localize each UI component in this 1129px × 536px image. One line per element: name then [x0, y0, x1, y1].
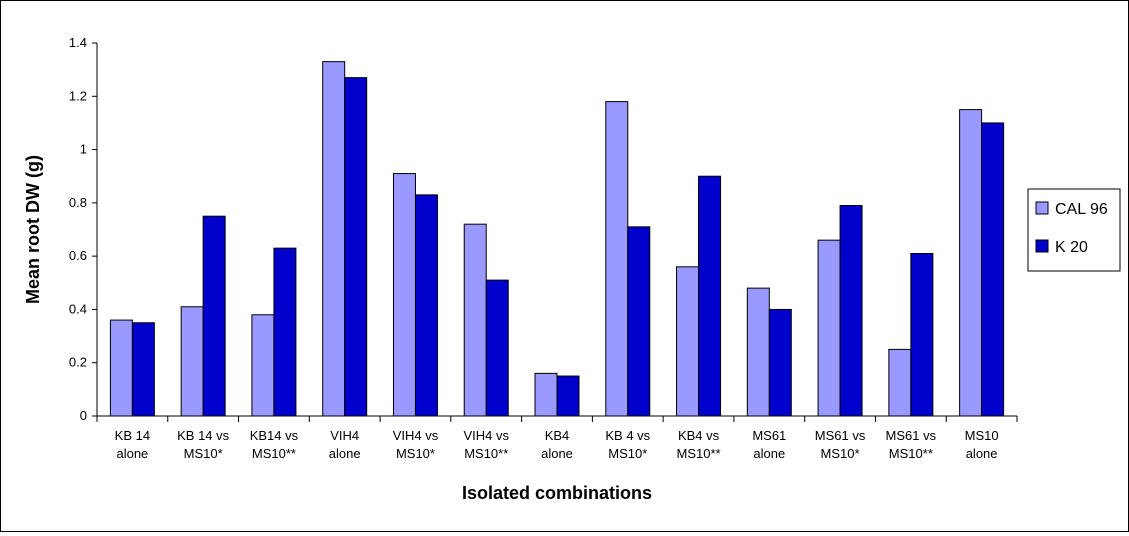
bar-cal-96: [888, 348, 912, 417]
bar-k-20: [698, 175, 722, 417]
x-tick-label: KB14 vs: [250, 428, 299, 443]
x-tick-label: alone: [329, 446, 361, 461]
y-tick-label: 1.2: [69, 88, 87, 103]
x-tick-label: alone: [966, 446, 998, 461]
x-tick-label: alone: [116, 446, 148, 461]
bar-cal-96: [180, 306, 204, 417]
x-tick-label: MS10*: [608, 446, 647, 461]
y-tick-label: 0.8: [69, 195, 87, 210]
y-tick-label: 0.6: [69, 248, 87, 263]
x-tick-label: KB4 vs: [678, 428, 720, 443]
bar-k-20: [344, 77, 368, 417]
x-tick-label: KB 4 vs: [605, 428, 650, 443]
bar-cal-96: [322, 61, 346, 417]
bar-cal-96: [109, 319, 133, 417]
x-tick-label: KB4: [545, 428, 570, 443]
x-tick-label: MS10**: [464, 446, 508, 461]
x-tick-label: KB 14 vs: [177, 428, 230, 443]
y-axis-title: Mean root DW (g): [23, 155, 43, 304]
x-tick-label: KB 14: [115, 428, 150, 443]
legend-label: K 20: [1055, 239, 1088, 256]
x-tick-label: alone: [541, 446, 573, 461]
x-tick-label: VIH4 vs: [463, 428, 509, 443]
y-tick-label: 1.4: [69, 35, 87, 50]
bar-k-20: [627, 226, 651, 417]
x-tick-label: VIH4 vs: [393, 428, 439, 443]
bar-cal-96: [534, 372, 558, 417]
x-tick-label: MS10**: [889, 446, 933, 461]
x-tick-label: MS10*: [396, 446, 435, 461]
bar-k-20: [485, 279, 509, 417]
x-tick-label: alone: [753, 446, 785, 461]
x-tick-label: VIH4: [330, 428, 359, 443]
y-tick-label: 0.2: [69, 355, 87, 370]
bar-k-20: [131, 322, 155, 417]
bar-cal-96: [605, 101, 629, 417]
x-tick-label: MS10*: [184, 446, 223, 461]
bar-k-20: [768, 308, 792, 417]
x-tick-label: MS10**: [252, 446, 296, 461]
bar-k-20: [910, 252, 934, 417]
plot-area: 0 0.2 0.4 0.6 0.8 1 1.2 1.4 KB 14 alone KB 14 vs MS…: [69, 35, 1018, 461]
legend-swatch-cal-96: [1035, 201, 1049, 215]
legend-label: CAL 96: [1055, 201, 1108, 218]
bar-cal-96: [676, 266, 700, 417]
bar-k-20: [839, 205, 863, 417]
bar-k-20: [273, 247, 297, 417]
x-axis-title: Isolated combinations: [462, 483, 652, 503]
x-tick-label: MS61: [752, 428, 786, 443]
x-tick-label: MS10**: [676, 446, 720, 461]
x-tick-label: MS10: [965, 428, 999, 443]
x-tick-label: MS10*: [821, 446, 860, 461]
bar-cal-96: [959, 109, 983, 417]
bar-cal-96: [817, 239, 841, 417]
bar-cal-96: [746, 287, 770, 417]
bar-k-20: [556, 375, 580, 417]
bar-k-20: [202, 215, 226, 417]
bar-k-20: [414, 194, 438, 417]
x-tick-label: MS61 vs: [886, 428, 937, 443]
bar-cal-96: [392, 173, 416, 417]
legend-swatch-k-20: [1035, 239, 1049, 253]
y-tick-label: 1: [80, 142, 87, 157]
bar-k-20: [981, 122, 1005, 417]
y-tick-label: 0: [80, 408, 87, 423]
legend: CAL 96 K 20: [1027, 188, 1121, 272]
y-tick-label: 0.4: [69, 301, 87, 316]
bar-cal-96: [251, 314, 275, 417]
bar-cal-96: [463, 223, 487, 417]
x-tick-label: MS61 vs: [815, 428, 866, 443]
